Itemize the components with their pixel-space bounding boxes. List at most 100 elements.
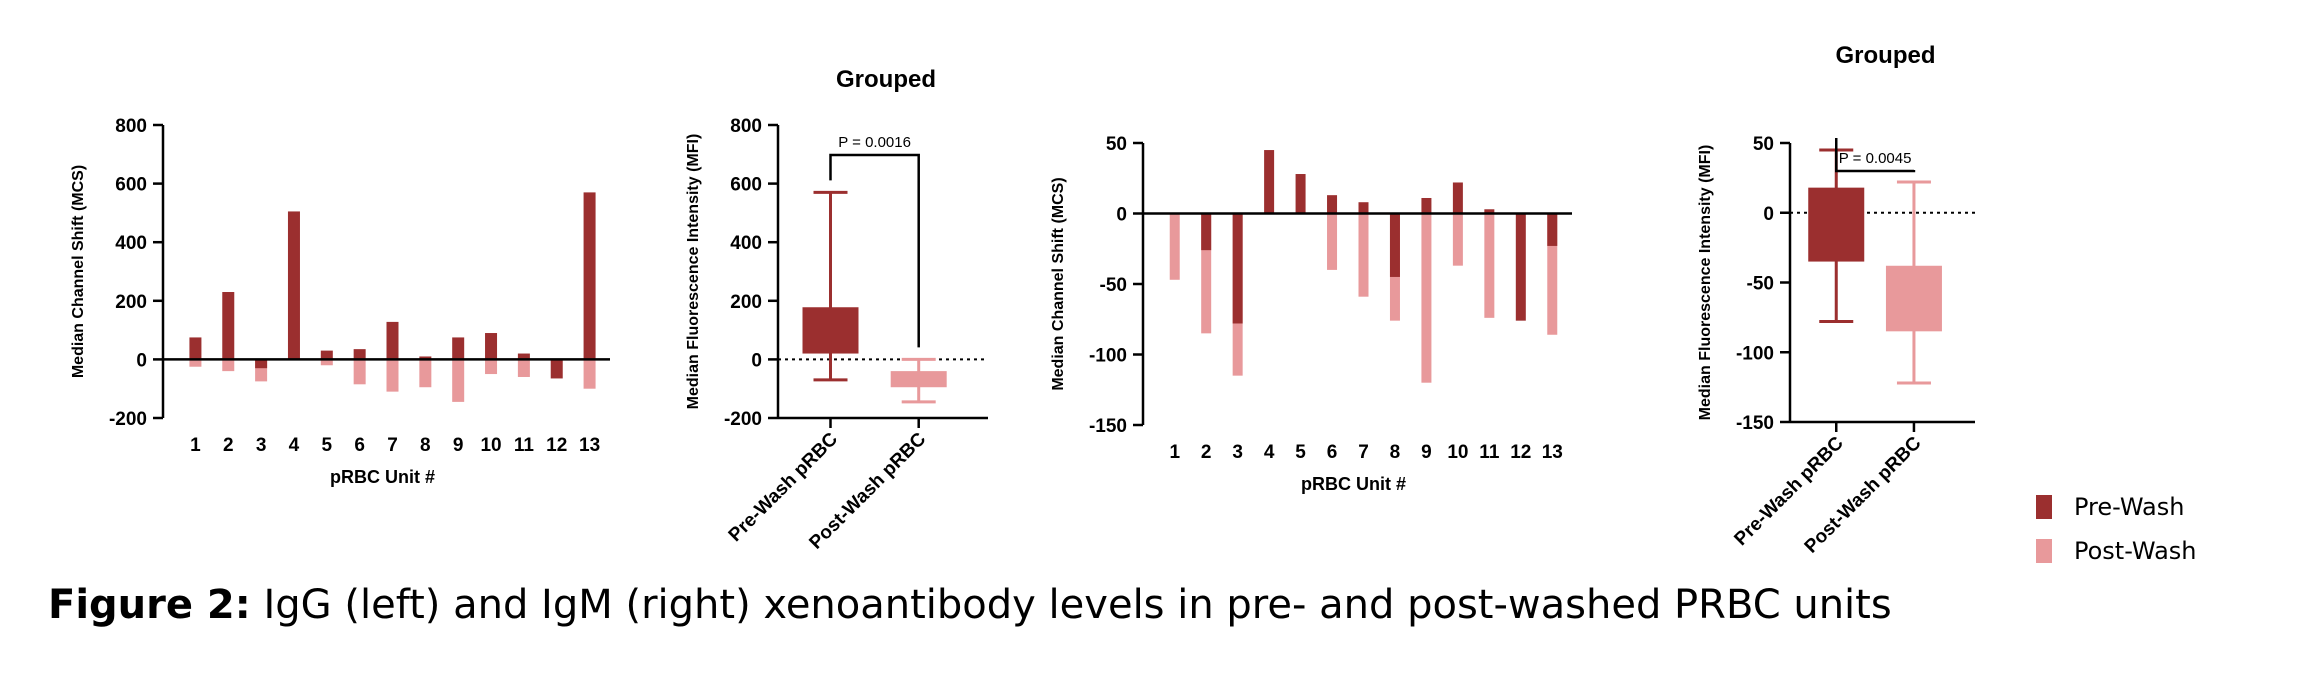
bar-pre-3 [255,359,268,369]
box-post [1885,265,1942,332]
bar-pre-10 [1452,182,1463,214]
bar-pre-9 [452,337,465,360]
y-tick-label: 800 [730,116,762,137]
chart-title: Grouped [836,66,936,93]
y-tick-label: 0 [751,350,762,371]
caption-text: IgG (left) and IgM (right) xenoantibody … [250,582,1892,628]
x-tick-label: 10 [480,435,501,456]
x-tick-label: 6 [1327,442,1338,463]
x-tick-label: 8 [420,435,431,456]
x-tick-label: 9 [453,435,464,456]
x-tick-label: 4 [1264,442,1275,463]
p-value-annotation: P = 0.0016 [838,134,911,151]
p-value-annotation: P = 0.0045 [1839,150,1912,167]
bar-post-6 [353,359,366,385]
x-axis-label: pRBC Unit # [1301,474,1406,494]
x-tick-label: 3 [1232,442,1243,463]
x-tick-label: 9 [1421,442,1432,463]
bar-pre-8 [419,356,432,360]
bar-post-1 [189,359,202,367]
bar-pre-7 [386,321,399,360]
legend-swatch [2036,495,2052,519]
box-pre [802,307,859,354]
y-tick-label: 600 [730,175,762,196]
bar-pre-4 [287,211,300,360]
box-post [890,371,947,388]
x-tick-label: 11 [1479,442,1500,463]
x-tick-label: 10 [1447,442,1468,463]
y-axis-label: Median Fluorescence Intensity (MFI) [685,134,702,410]
bar-pre-13 [1547,213,1558,246]
significance-bracket [1835,137,1916,173]
bar-pre-2 [222,292,235,360]
bar-post-2 [222,359,235,372]
y-axis-label: Median Fluorescence Intensity (MFI) [1697,145,1714,421]
y-tick-label: 0 [1116,205,1127,226]
grouped-chart-igm: -150 -100 -50 0 50 Median Fluorescence Intens… [1697,42,1975,558]
y-tick-label: -200 [109,409,147,430]
y-tick-label: 200 [730,292,762,313]
bar-pre-10 [485,333,498,360]
x-tick-label: 2 [223,435,234,456]
bar-pre-12 [1515,213,1526,321]
x-tick-label: 6 [354,435,365,456]
x-tick-label: 12 [546,435,567,456]
figure-caption: Figure 2: IgG (left) and IgM (right) xen… [48,582,1892,628]
caption-label: Figure 2: [48,582,251,628]
x-tick-label: 12 [1510,442,1531,463]
legend: Pre-Wash Post-Wash [2036,493,2197,565]
legend-label: Post-Wash [2074,537,2197,565]
x-tick-label: 7 [1358,442,1369,463]
y-tick-label: -100 [1089,346,1127,367]
y-tick-label: -100 [1736,343,1774,364]
x-tick-label: 11 [514,435,535,456]
y-tick-label: 50 [1106,134,1127,155]
legend-swatch [2036,539,2052,563]
y-axis-label: Median Channel Shift (MCS) [1050,177,1067,390]
bar-pre-11 [517,353,530,360]
y-tick-label: 0 [136,350,147,371]
y-tick-label: 600 [115,175,147,196]
x-tick-label: 1 [1169,442,1180,463]
bar-pre-6 [353,349,366,360]
bar-post-11 [1484,213,1495,318]
x-tick-label: 13 [1542,442,1563,463]
x-axis-label: pRBC Unit # [330,467,435,487]
y-tick-label: 50 [1753,134,1774,155]
x-tick-label: 4 [289,435,300,456]
bar-pre-4 [1264,150,1275,214]
bar-post-2 [1201,213,1212,334]
bar-post-5 [320,359,333,366]
legend-label: Pre-Wash [2074,493,2184,521]
x-tick-label: 2 [1201,442,1212,463]
significance-bracket [829,153,920,348]
bar-post-11 [517,359,530,377]
x-tick-label: 8 [1390,442,1401,463]
bar-pre-6 [1327,195,1338,214]
box-pre [1808,187,1865,262]
bar-pre-12 [550,359,563,379]
x-tick-label: 1 [190,435,201,456]
bar-post-13 [1547,213,1558,335]
bar-post-9 [1421,213,1432,383]
bar-post-9 [452,359,465,402]
bar-post-7 [1358,213,1369,297]
bar-pre-5 [1295,174,1306,214]
y-tick-label: 200 [115,292,147,313]
bar-post-6 [1327,213,1338,270]
y-tick-label: -200 [724,409,762,430]
y-tick-label: -50 [1100,275,1127,296]
y-tick-label: -150 [1089,416,1127,437]
bar-post-8 [419,359,432,388]
x-tick-label: 3 [256,435,267,456]
y-tick-label: -50 [1747,274,1774,295]
bar-pre-2 [1201,213,1212,251]
bar-post-10 [1452,213,1463,266]
bar-post-10 [485,359,498,375]
y-tick-label: 400 [730,233,762,254]
bar-pre-13 [583,192,596,360]
y-tick-label: -150 [1736,413,1774,434]
bar-pre-7 [1358,202,1369,214]
bar-pre-5 [320,350,333,360]
chart-title: Grouped [1836,42,1936,69]
